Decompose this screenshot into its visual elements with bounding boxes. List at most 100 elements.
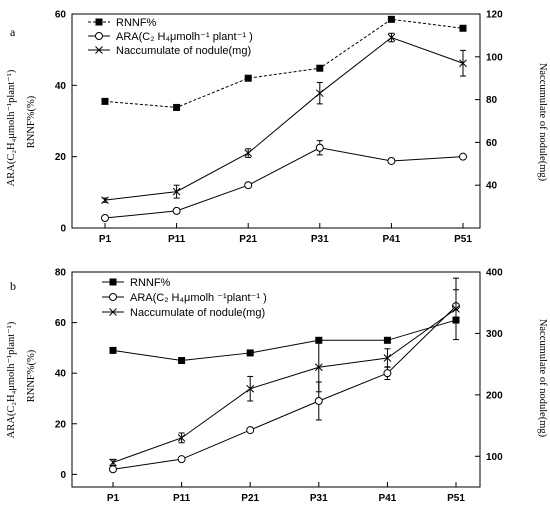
point-square-b <box>178 357 186 365</box>
right-tick-label-a: 40 <box>486 181 498 192</box>
x-tick-label-a: P21 <box>239 234 257 245</box>
point-x-a <box>315 89 324 98</box>
point-circle-b <box>177 455 186 464</box>
legend-item-rnnf-b: RNNF% <box>102 277 171 289</box>
point-x-b <box>177 434 186 442</box>
x-tick-label-b: P41 <box>379 493 397 504</box>
point-square-a <box>244 74 252 82</box>
legend-item-ara-b: ARA(C₂ H₄μmolh ⁻¹plant⁻¹ ) <box>102 292 267 304</box>
legend-label-rnnf-a: RNNF% <box>116 17 157 29</box>
legend-label-nacc-b: Naccumulate of nodule(mg) <box>130 307 265 319</box>
right-tick-label-a: 100 <box>486 52 503 63</box>
legend-marker-circle-b <box>109 293 117 301</box>
series-line-square-a <box>104 18 464 108</box>
point-square-b <box>246 349 254 357</box>
left-tick-label-a: 40 <box>55 81 67 92</box>
point-circle-a <box>315 143 324 152</box>
point-circle-b <box>314 397 323 405</box>
point-circle-a <box>459 152 467 161</box>
point-square-a <box>387 15 395 23</box>
left-tick-label-b: 40 <box>55 369 67 380</box>
x-tick-label-a: P51 <box>454 234 472 245</box>
series-line-circle-b <box>112 305 457 470</box>
right-tick-label-b: 300 <box>486 329 503 340</box>
legend-label-ara-b: ARA(C₂ H₄μmolh ⁻¹plant⁻¹ ) <box>130 292 267 304</box>
point-circle-b <box>246 426 255 435</box>
point-circle-a <box>101 214 109 223</box>
x-tick-label-a: P31 <box>311 234 329 245</box>
legend-item-rnnf-a: RNNF% <box>88 17 157 29</box>
left-tick-label-b: 80 <box>55 268 67 279</box>
point-x-b <box>109 458 117 467</box>
point-circle-a <box>244 181 253 190</box>
x-tick-label-b: P1 <box>107 493 120 504</box>
left-axis-title2-a: RNNF%(%) <box>26 95 37 148</box>
legend-marker-circle-a <box>95 32 103 40</box>
point-x-a <box>101 196 109 205</box>
left-axis-title-a: ARA(C₂H₄μmolh⁻¹plant⁻¹) <box>6 69 17 186</box>
legend-b: RNNF% ARA(C₂ H₄μmolh ⁻¹plant⁻¹ ) Naccumu… <box>102 277 267 319</box>
legend-item-ara-a: ARA(C₂ H₄μmolh⁻¹ plant⁻¹ ) <box>88 31 253 43</box>
point-circle-b <box>109 465 117 474</box>
point-square-a <box>173 103 181 111</box>
x-tick-label-b: P21 <box>241 493 259 504</box>
legend-marker-x-a <box>95 46 103 54</box>
x-axis-ticks-b: P1 P11 P21 P31 P41 P51 <box>107 482 465 504</box>
point-x-a <box>387 33 396 42</box>
x-tick-label-b: P11 <box>173 493 191 504</box>
right-axis-title-b: Naccumulate of nodule(mg) <box>537 319 548 438</box>
legend-label-nacc-a: Naccumulate of nodule(mg) <box>116 45 251 57</box>
legend-label-rnnf-b: RNNF% <box>130 277 171 289</box>
chart-panel-a: a 0 20 40 60 40 60 80 100 120 P1 P11 P21 P31 P41 P51… <box>6 10 548 246</box>
point-x-b <box>246 384 255 393</box>
x-tick-label-a: P11 <box>168 234 186 245</box>
legend-item-nacc-a: Naccumulate of nodule(mg) <box>88 45 251 57</box>
series-line-x-b <box>112 308 457 463</box>
point-square-a <box>316 64 324 72</box>
x-tick-label-b: P51 <box>447 493 465 504</box>
x-tick-label-a: P1 <box>99 234 112 245</box>
point-x-a <box>244 149 253 157</box>
legend-item-nacc-b: Naccumulate of nodule(mg) <box>102 307 265 319</box>
point-square-a <box>459 24 467 32</box>
x-tick-label-b: P31 <box>310 493 328 504</box>
series-layer-a <box>101 15 467 223</box>
panel-label-a: a <box>10 25 16 39</box>
legend-marker-square-b <box>109 278 117 286</box>
left-tick-label-b: 60 <box>55 318 67 329</box>
right-axis-title-a: Naccumulate of nodule(mg) <box>537 63 548 182</box>
point-circle-b <box>383 369 392 378</box>
series-layer-b <box>109 277 460 474</box>
left-tick-label-b: 20 <box>55 419 67 430</box>
right-axis-ticks-a: 40 60 80 100 120 <box>475 10 503 192</box>
series-line-square-b <box>112 319 457 362</box>
plot-frame-a <box>71 13 481 229</box>
x-tick-label-a: P41 <box>383 234 401 245</box>
series-line-circle-a <box>104 147 464 219</box>
left-axis-ticks-b: 0 20 40 60 80 <box>55 268 77 481</box>
point-x-a <box>172 187 181 196</box>
right-tick-label-b: 400 <box>486 268 503 279</box>
point-circle-a <box>172 206 181 215</box>
legend-marker-square-a <box>95 18 103 26</box>
point-square-b <box>315 336 323 344</box>
right-tick-label-a: 60 <box>486 138 498 149</box>
left-axis-title2-b: RNNF%(%) <box>26 349 37 402</box>
right-tick-label-a: 120 <box>486 10 503 21</box>
panel-label-b: b <box>10 279 16 293</box>
left-tick-label-b: 0 <box>60 470 66 481</box>
right-tick-label-a: 80 <box>486 95 498 106</box>
right-tick-label-b: 100 <box>486 452 503 463</box>
left-tick-label-a: 0 <box>60 224 66 235</box>
legend-marker-x-b <box>109 308 117 316</box>
legend-label-ara-a: ARA(C₂ H₄μmolh⁻¹ plant⁻¹ ) <box>116 31 253 43</box>
left-tick-label-a: 60 <box>55 10 67 21</box>
series-line-x-a <box>104 36 464 201</box>
point-x-b <box>452 305 460 313</box>
point-circle-a <box>387 156 396 165</box>
left-tick-label-a: 20 <box>55 152 67 163</box>
left-axis-ticks-a: 0 20 40 60 <box>55 10 77 235</box>
x-axis-ticks-a: P1 P11 P21 P31 P41 P51 <box>99 223 472 245</box>
